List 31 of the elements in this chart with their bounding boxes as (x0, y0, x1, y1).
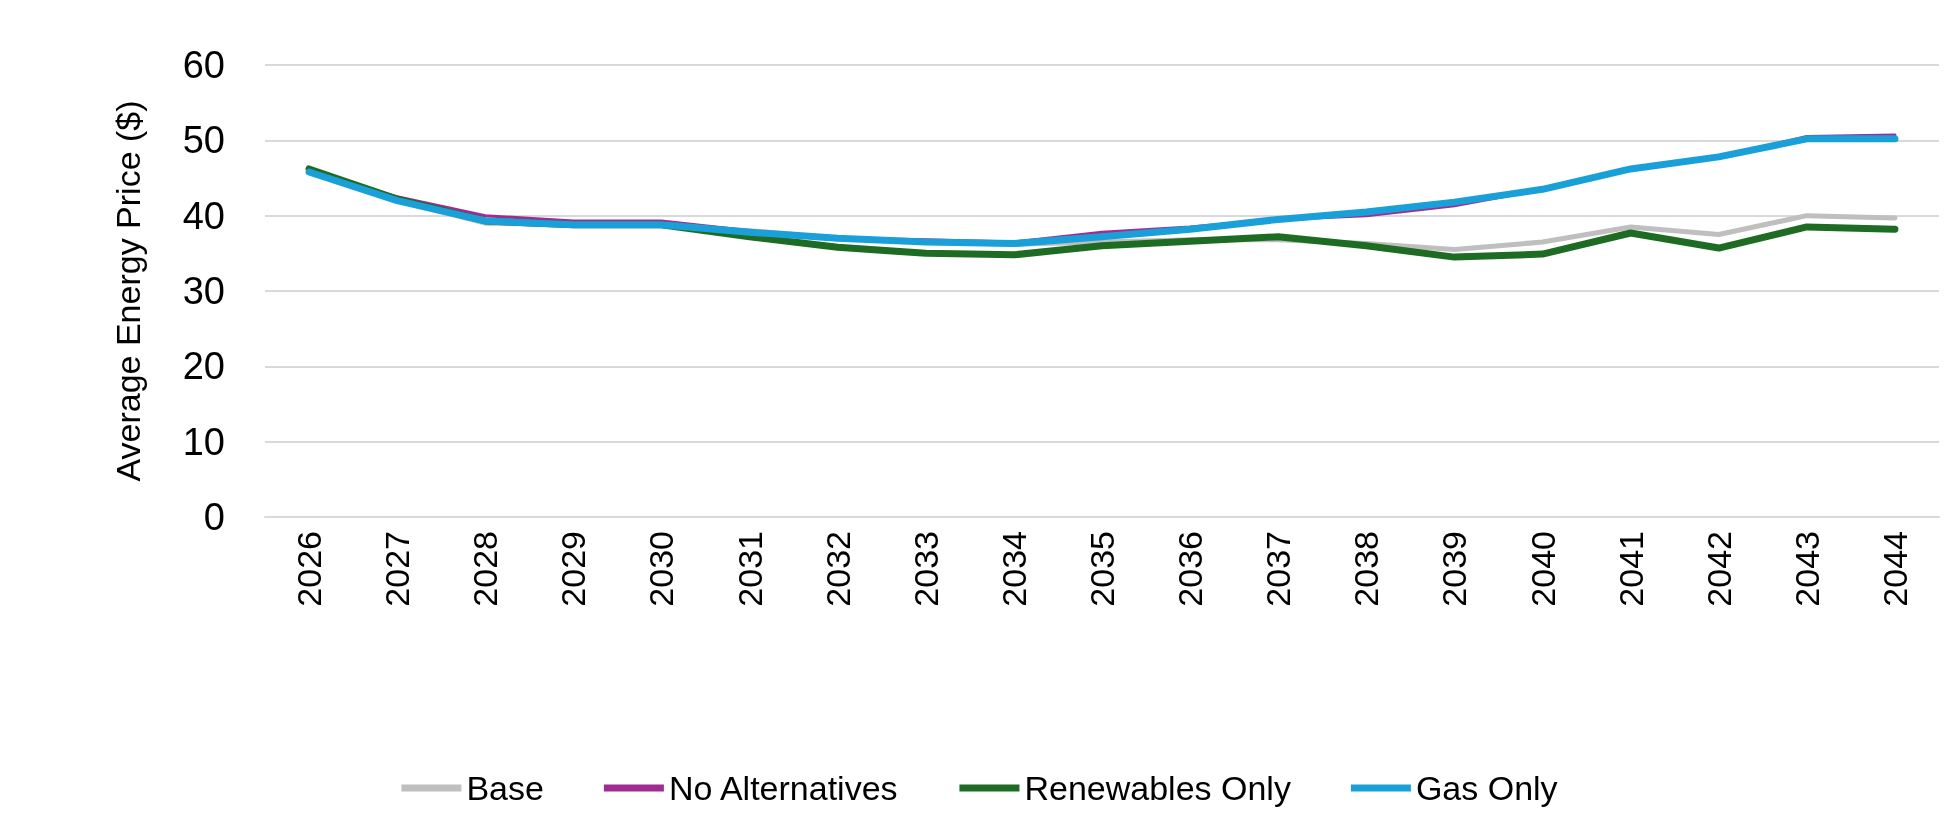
legend-label: Renewables Only (1024, 769, 1291, 807)
y-tick-label: 10 (182, 420, 225, 463)
x-tick-label: 2029 (554, 531, 593, 607)
y-tick-label: 30 (182, 270, 225, 312)
x-tick-label: 2026 (290, 531, 329, 607)
x-tick-label: 2042 (1699, 531, 1738, 607)
legend-label: Base (466, 769, 544, 807)
x-tick-label: 2038 (1347, 531, 1386, 607)
y-tick-label: 60 (182, 44, 225, 86)
y-tick-label: 50 (182, 119, 225, 162)
x-tick-label: 2040 (1523, 531, 1562, 607)
x-tick-label: 2041 (1611, 531, 1650, 607)
x-tick-label: 2032 (818, 531, 857, 607)
x-tick-label: 2031 (730, 531, 769, 607)
x-tick-label: 2028 (466, 531, 505, 607)
x-tick-label: 2035 (1083, 531, 1121, 607)
x-tick-label: 2043 (1787, 531, 1826, 607)
y-tick-label: 20 (182, 345, 225, 388)
y-tick-label: 40 (182, 194, 225, 237)
y-tick-label: 0 (203, 496, 225, 538)
y-axis-title: Average Energy Price ($) (109, 100, 147, 482)
x-tick-label: 2039 (1435, 531, 1474, 607)
x-tick-label: 2027 (378, 531, 417, 607)
x-tick-label: 2030 (642, 531, 681, 607)
x-tick-label: 2044 (1875, 531, 1914, 607)
x-tick-label: 2034 (994, 531, 1033, 607)
x-tick-label: 2033 (906, 531, 945, 607)
x-tick-label: 2036 (1171, 531, 1210, 607)
legend-label: No Alternatives (668, 769, 898, 807)
x-tick-label: 2037 (1259, 531, 1298, 607)
legend-label: Gas Only (1415, 769, 1558, 807)
